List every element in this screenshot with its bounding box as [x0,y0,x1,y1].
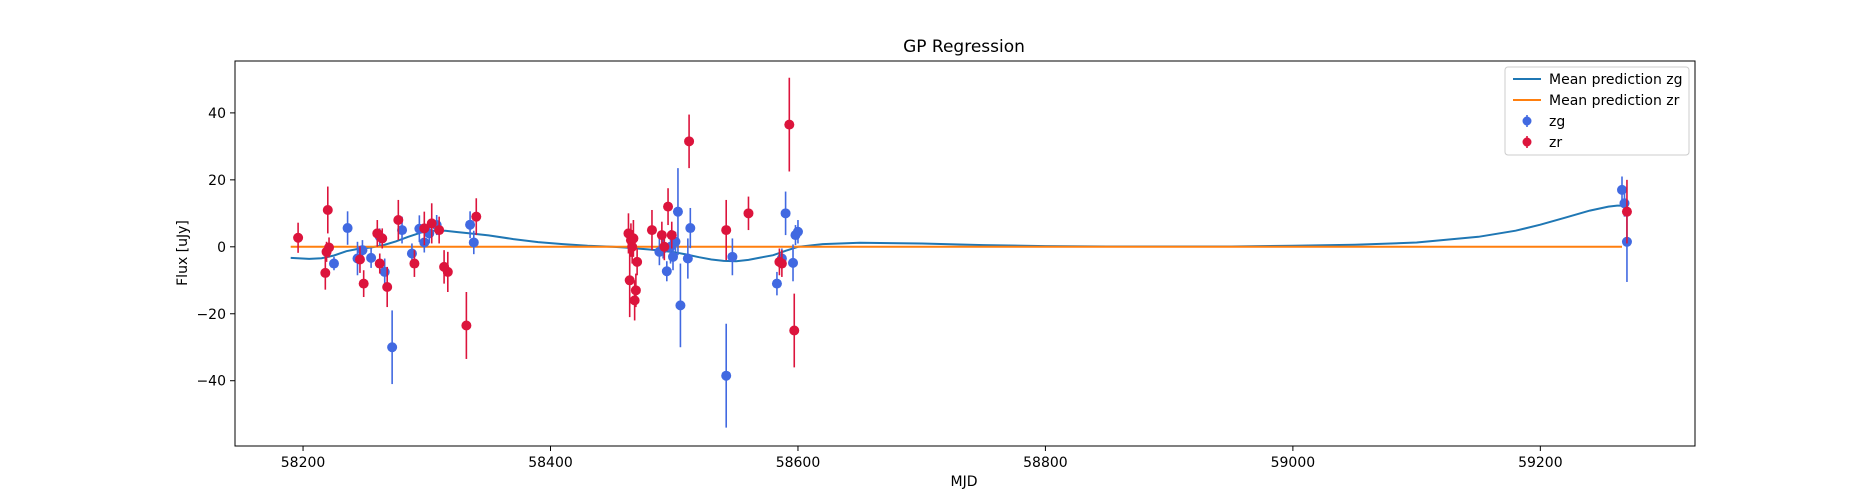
data-point-zr [442,266,453,277]
data-point-zg [1617,184,1627,195]
plot-frame [234,60,1696,447]
data-point-zr [656,230,667,241]
data-point-zg [406,248,417,259]
data-point-zg [780,208,791,219]
data-point-zg [366,252,377,263]
data-point-zr [324,242,335,253]
y-tick-label: 40 [208,106,226,122]
data-point-zr [721,225,732,236]
data-point-zr [663,201,674,212]
x-axis-label: MJD [951,474,978,490]
data-point-zr [358,278,369,289]
data-point-zg [672,206,683,217]
data-point-zr [393,215,404,226]
data-point-zg [397,225,408,236]
data-point-zg [661,266,672,277]
x-axis: 58200 58400 58600 58800 59000 59200 [281,446,1563,471]
chart-title: GP Regression [903,37,1025,57]
data-point-zr [409,258,420,269]
legend-marker-swatch [1522,116,1532,126]
data-point-zg [465,219,476,230]
data-point-zr [630,285,641,296]
data-point-zr [382,281,393,292]
data-point-zr [293,232,304,243]
plot-area [290,77,1632,428]
data-point-zr [1621,206,1632,217]
data-point-zr [743,208,754,219]
data-point-zr [461,320,472,331]
data-point-zr [624,275,635,286]
y-axis-label: Flux [uJy] [175,220,191,286]
legend-label: Mean prediction zg [1549,72,1683,88]
data-point-zg [721,370,732,381]
data-point-zr [354,254,365,265]
legend-marker-swatch [1522,137,1532,147]
data-point-zg [468,237,479,248]
data-point-zr [322,204,333,215]
data-point-zg [675,300,686,311]
data-point-zr [320,267,331,278]
data-point-zg [727,251,738,262]
x-tick-label: 58400 [528,455,573,471]
data-point-zg [328,258,339,269]
data-point-zg [685,223,696,234]
data-point-zg [788,257,799,268]
x-tick-label: 58600 [776,455,821,471]
y-tick-label: −20 [196,307,226,323]
data-point-zr [426,218,437,229]
data-point-zg [668,251,678,262]
data-point-zr [377,233,388,244]
legend-box [1504,66,1690,156]
data-point-zr [471,211,482,222]
data-point-zr [374,258,385,269]
mean-prediction-line-0 [290,204,1622,263]
data-point-zr [419,223,430,234]
data-point-zg [379,266,390,277]
x-tick-label: 59200 [1518,455,1563,471]
data-point-zr [629,295,640,306]
legend: Mean prediction zg Mean prediction zr zg zr [1504,66,1690,156]
data-point-zr [659,241,670,252]
y-tick-label: −40 [196,374,226,390]
y-tick-label: 20 [208,173,226,189]
data-point-zr [434,225,445,236]
y-axis: −40 −20 0 20 40 [196,106,235,390]
data-point-zg [682,253,693,264]
data-point-zr [646,225,657,236]
data-point-zr [776,258,787,269]
data-point-zg [357,245,368,256]
legend-label: zg [1549,114,1565,130]
data-point-zr [628,233,639,244]
legend-label: Mean prediction zr [1549,93,1680,109]
data-point-zr [632,256,643,267]
x-tick-label: 59000 [1271,455,1316,471]
data-point-zr [789,325,800,336]
data-point-zg [792,226,803,237]
data-point-zg [771,278,782,289]
data-point-zr [666,230,677,241]
data-point-zr [627,241,638,252]
legend-label: zr [1549,135,1562,151]
data-point-zr [784,119,795,130]
y-tick-label: 0 [217,240,226,256]
data-point-zg [387,342,398,353]
x-tick-label: 58800 [1023,455,1068,471]
x-tick-label: 58200 [281,455,326,471]
data-point-zr [684,136,695,147]
data-point-zg [342,223,353,234]
